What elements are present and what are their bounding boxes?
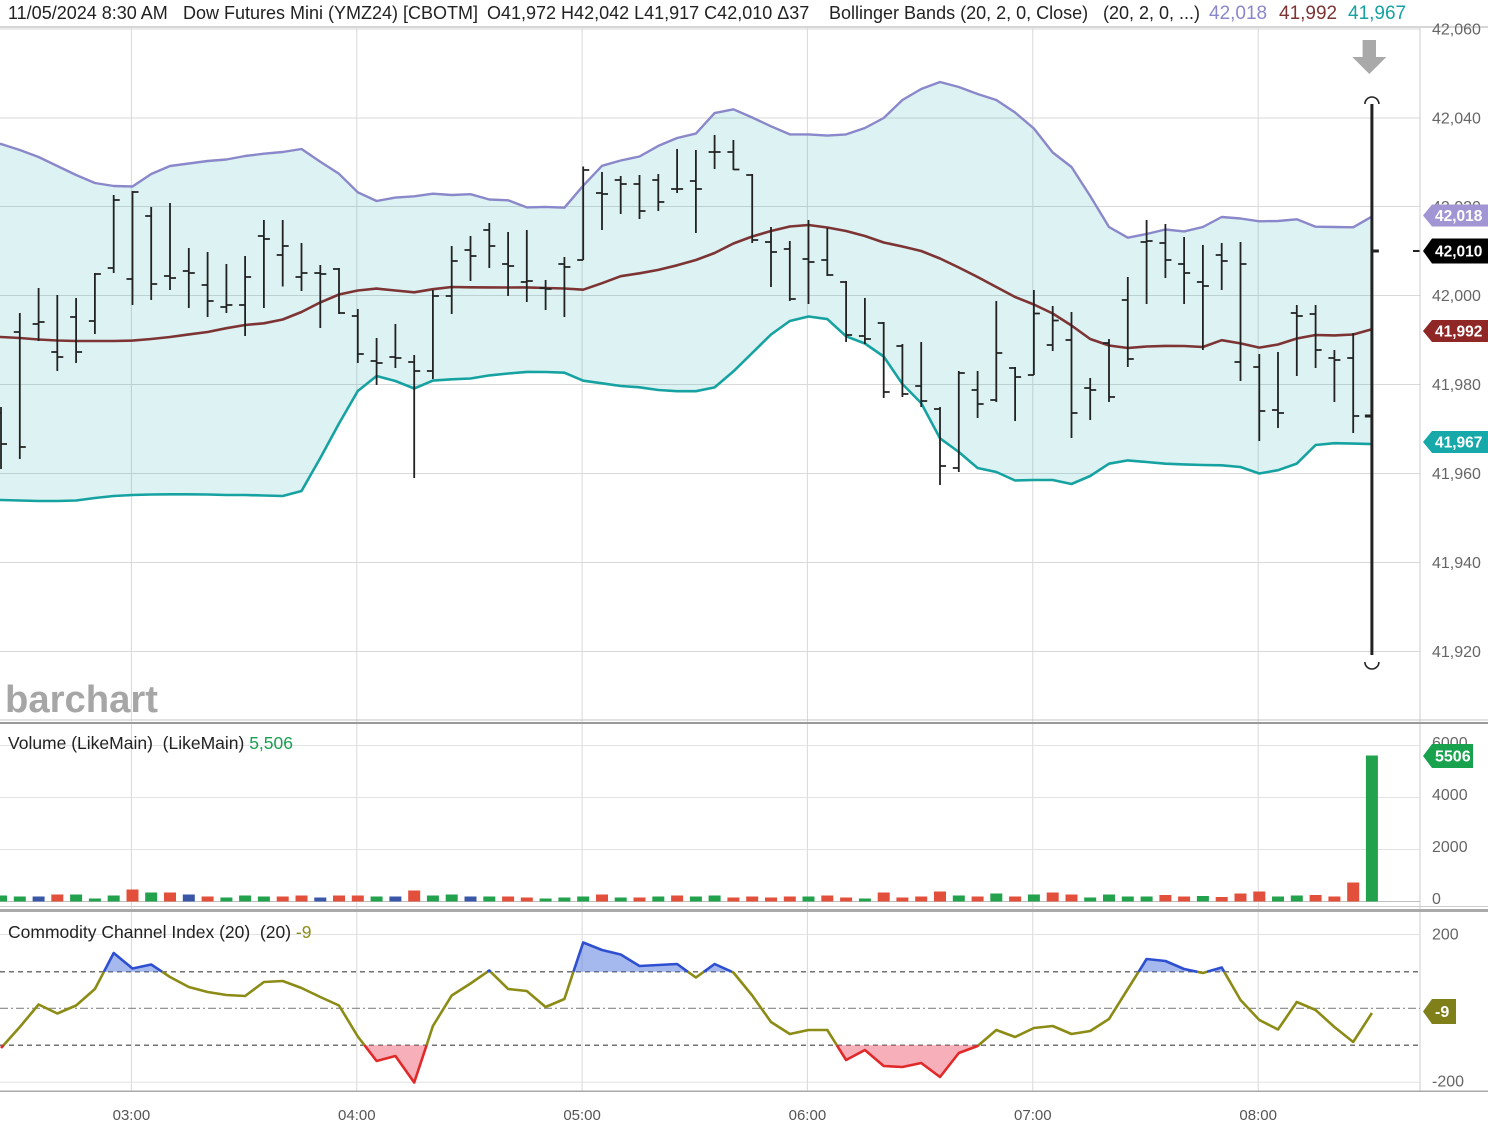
svg-text:06:00: 06:00 xyxy=(789,1107,827,1124)
svg-text:42,060: 42,060 xyxy=(1432,22,1481,39)
svg-text:Bollinger Bands (20, 2, 0, Clo: Bollinger Bands (20, 2, 0, Close) xyxy=(829,3,1088,23)
svg-text:41,920: 41,920 xyxy=(1432,644,1481,661)
svg-text:-9: -9 xyxy=(1435,1004,1449,1021)
svg-text:-200: -200 xyxy=(1432,1074,1464,1091)
svg-text:41,960: 41,960 xyxy=(1432,466,1481,483)
svg-text:2000: 2000 xyxy=(1432,839,1468,856)
svg-text:42,010: 42,010 xyxy=(1435,244,1482,261)
svg-text:11/05/2024 8:30 AM: 11/05/2024 8:30 AM xyxy=(8,3,168,23)
svg-text:42,040: 42,040 xyxy=(1432,111,1481,128)
svg-text:41,967: 41,967 xyxy=(1348,3,1406,24)
svg-text:07:00: 07:00 xyxy=(1014,1107,1052,1124)
svg-text:(20, 2, 0, ...): (20, 2, 0, ...) xyxy=(1103,3,1200,23)
svg-text:42,018: 42,018 xyxy=(1209,3,1267,24)
svg-text:42,000: 42,000 xyxy=(1432,288,1481,305)
svg-text:5506: 5506 xyxy=(1435,749,1471,766)
svg-text:41,980: 41,980 xyxy=(1432,377,1481,394)
svg-text:0: 0 xyxy=(1432,891,1441,908)
svg-text:41,967: 41,967 xyxy=(1435,435,1482,452)
svg-text:41,940: 41,940 xyxy=(1432,555,1481,572)
svg-text:200: 200 xyxy=(1432,927,1459,944)
svg-text:Dow Futures Mini (YMZ24) [CBOT: Dow Futures Mini (YMZ24) [CBOTM] xyxy=(183,3,478,23)
svg-text:05:00: 05:00 xyxy=(563,1107,601,1124)
svg-text:41,992: 41,992 xyxy=(1279,3,1337,24)
svg-text:Volume (LikeMain) (LikeMain): Volume (LikeMain) (LikeMain) 5,506 xyxy=(8,733,293,753)
svg-text:42,018: 42,018 xyxy=(1435,208,1483,225)
svg-text:O41,972 H42,042 L41,917 C42,01: O41,972 H42,042 L41,917 C42,010 Δ37 xyxy=(487,3,809,23)
svg-text:4000: 4000 xyxy=(1432,787,1468,804)
svg-text:41,992: 41,992 xyxy=(1435,324,1482,341)
svg-text:04:00: 04:00 xyxy=(338,1107,376,1124)
svg-text:barchart: barchart xyxy=(5,679,158,721)
svg-text:Commodity Channel Index (20): Commodity Channel Index (20) (20) -9 xyxy=(8,922,311,942)
svg-text:08:00: 08:00 xyxy=(1239,1107,1277,1124)
svg-text:03:00: 03:00 xyxy=(113,1107,151,1124)
